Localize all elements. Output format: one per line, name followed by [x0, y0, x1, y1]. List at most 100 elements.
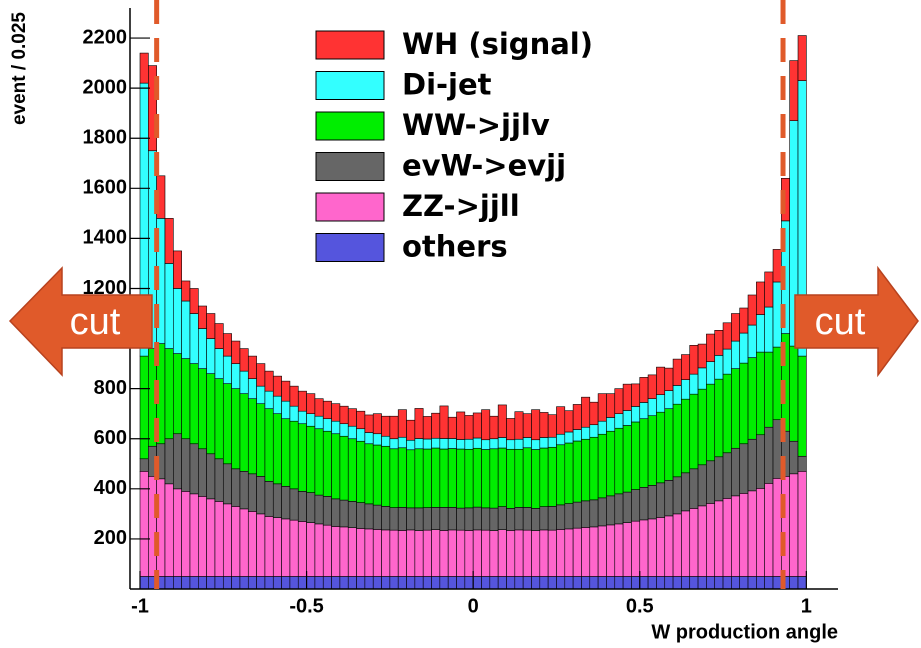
bar [606, 495, 616, 526]
legend-swatch [315, 152, 385, 181]
bar [747, 324, 757, 358]
bar [189, 313, 199, 364]
bar [572, 501, 582, 529]
bar [564, 442, 574, 504]
bar [647, 485, 657, 520]
bar [664, 480, 674, 517]
bar [647, 398, 657, 417]
bar [439, 405, 449, 439]
legend-label: others [402, 230, 508, 264]
bar [239, 370, 249, 394]
bar [514, 438, 524, 450]
bar [272, 576, 282, 590]
bar [164, 263, 174, 349]
bar [664, 408, 674, 481]
bar [214, 501, 224, 577]
bar [381, 506, 391, 531]
bar [697, 464, 707, 507]
bar [256, 403, 266, 477]
bar [622, 410, 632, 426]
bar [456, 439, 466, 450]
bar [173, 288, 182, 354]
bar [264, 390, 274, 409]
bar [372, 576, 382, 590]
bar [697, 343, 707, 369]
bar [672, 576, 682, 590]
bar [431, 437, 441, 449]
bar [231, 506, 241, 577]
bar [722, 373, 732, 454]
bar [597, 576, 607, 590]
bar [322, 524, 332, 577]
bar [797, 355, 807, 457]
bar [706, 383, 716, 462]
y-tick-label: 400 [94, 477, 127, 499]
bar [772, 419, 782, 479]
bar [664, 390, 674, 409]
bar [314, 428, 324, 496]
bar [381, 576, 391, 590]
bar [306, 492, 316, 523]
bar [397, 436, 407, 449]
bar [731, 313, 741, 342]
bar [447, 507, 457, 531]
bar [331, 433, 341, 500]
bar [206, 498, 216, 577]
bar [406, 529, 416, 577]
bar [447, 576, 457, 590]
bar [289, 488, 299, 521]
bar [522, 529, 532, 577]
bar [631, 383, 641, 407]
bar [597, 420, 607, 435]
bar [447, 438, 457, 449]
bar [439, 576, 449, 590]
bar [497, 437, 507, 449]
bar [189, 288, 199, 314]
bar [514, 576, 524, 590]
y-tick-label: 1800 [83, 127, 128, 149]
bar [739, 307, 749, 334]
bar [222, 333, 232, 357]
bar [406, 449, 416, 509]
legend-label: Di-jet [402, 68, 492, 102]
bar [556, 406, 566, 435]
bar [139, 52, 149, 84]
bar [731, 447, 741, 497]
bar [589, 499, 599, 528]
bar [431, 447, 441, 508]
bar [422, 416, 432, 440]
bar [364, 443, 374, 505]
bar [706, 503, 716, 577]
bar [206, 576, 216, 590]
bar [472, 506, 482, 531]
bar [472, 437, 482, 449]
bar [506, 448, 516, 509]
bar [597, 497, 607, 527]
bar [256, 363, 266, 387]
bar [214, 378, 224, 460]
bar [531, 449, 541, 509]
y-tick-label: 2200 [83, 26, 128, 48]
bar [198, 496, 207, 577]
bar [264, 516, 274, 577]
bar [422, 576, 432, 590]
bar [189, 363, 199, 445]
bar [314, 398, 324, 417]
bar [697, 367, 707, 390]
y-tick-label: 2000 [83, 76, 128, 98]
bar [314, 523, 324, 577]
bar [431, 529, 441, 577]
bar [622, 383, 632, 411]
bar [731, 340, 741, 369]
bar [189, 576, 199, 590]
bar [547, 529, 557, 577]
bar [456, 529, 466, 577]
bar [747, 490, 757, 577]
bar [622, 522, 632, 577]
bar [164, 438, 174, 485]
bar [764, 271, 774, 308]
bar [481, 409, 491, 441]
bar [764, 483, 774, 577]
bar [697, 505, 707, 577]
bar [281, 518, 291, 577]
